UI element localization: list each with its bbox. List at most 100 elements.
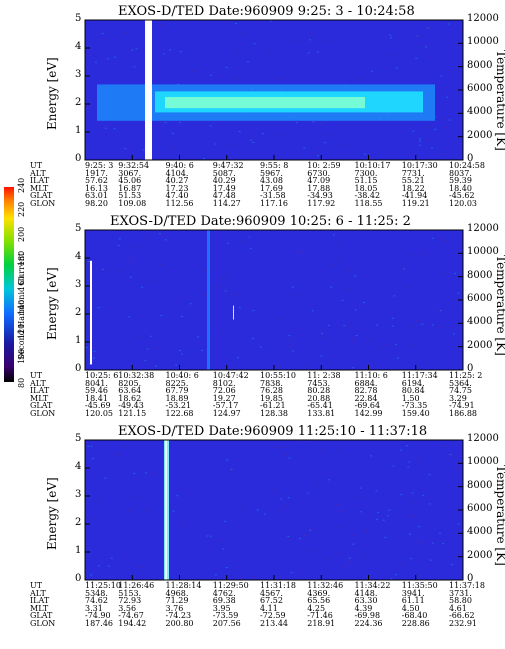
orbit-column: 10:10:17 7300. 51.15 18.05 -38.42 118.55 — [355, 162, 391, 208]
noise-speck — [362, 302, 365, 304]
orbit-column: 10:24:58 8037. 59.39 18.40 -45.62 120.03 — [449, 162, 485, 208]
noise-speck — [290, 74, 293, 76]
orbit-row-label: UT — [30, 581, 43, 590]
noise-speck — [216, 285, 219, 287]
noise-speck — [350, 543, 353, 545]
orbit-value: -57.17 — [212, 401, 239, 411]
orbit-value: 10:10:17 — [354, 161, 391, 170]
noise-speck — [209, 535, 212, 537]
noise-speck — [453, 70, 456, 72]
noise-speck — [461, 235, 464, 237]
noise-speck — [402, 245, 405, 247]
orbit-column: 10:55:10 7838. 76.28 19.85 -61.21 128.38 — [260, 372, 296, 418]
orbit-row-label: MLT — [30, 183, 49, 193]
noise-speck — [218, 540, 221, 542]
noise-speck — [341, 299, 344, 301]
noise-speck — [396, 357, 399, 359]
noise-speck — [124, 148, 127, 150]
noise-speck — [386, 515, 389, 517]
orbit-value: 117.92 — [307, 198, 336, 208]
noise-speck — [308, 551, 311, 553]
yellow-trace — [233, 305, 234, 320]
orbit-value: 10:25: 6 — [85, 371, 119, 380]
noise-speck — [346, 315, 349, 317]
noise-speck — [116, 453, 119, 455]
orbit-value: 119.21 — [401, 198, 430, 208]
y2-tick-label: 8000 — [467, 59, 493, 71]
noise-speck — [161, 121, 164, 123]
noise-speck — [250, 139, 253, 141]
orbit-value: 9:47:32 — [212, 161, 244, 170]
noise-speck — [316, 155, 319, 157]
noise-speck — [352, 340, 355, 342]
noise-speck — [87, 260, 90, 262]
noise-speck — [142, 149, 145, 151]
noise-speck — [428, 27, 431, 29]
orbit-value: 4968. — [165, 588, 189, 598]
orbit-value: 7838. — [260, 378, 283, 388]
noise-speck — [298, 440, 301, 442]
noise-speck — [418, 140, 421, 142]
noise-speck — [407, 466, 410, 468]
noise-speck — [204, 270, 207, 272]
noise-speck — [266, 51, 269, 53]
noise-speck — [179, 350, 182, 352]
orbit-value: 9:40: 6 — [165, 161, 194, 170]
orbit-value: 18.41 — [85, 393, 108, 403]
orbit-column: 10:47:42 8102. 72.06 19.27 -57.17 124.97 — [213, 372, 249, 418]
noise-speck — [101, 337, 104, 339]
noise-speck — [104, 270, 107, 272]
noise-speck — [181, 315, 184, 317]
y2-tick-label: 6000 — [467, 83, 493, 94]
noise-speck — [176, 83, 179, 85]
orbit-value: 207.56 — [212, 618, 241, 628]
orbit-column: 11:29:50 4762. 69.38 3.95 -73.59 207.56 — [213, 582, 249, 628]
noise-speck — [419, 138, 422, 140]
noise-speck — [402, 489, 405, 491]
orbit-row-label: ALT — [30, 168, 46, 178]
noise-speck — [427, 27, 430, 29]
noise-speck — [348, 557, 351, 559]
orbit-value: -74.23 — [165, 611, 192, 621]
noise-speck — [237, 294, 240, 296]
noise-speck — [237, 357, 240, 359]
data-gap — [145, 20, 152, 160]
noise-speck — [261, 133, 264, 135]
orbit-value: 69.38 — [212, 596, 236, 606]
noise-speck — [408, 461, 411, 463]
noise-speck — [185, 521, 188, 523]
noise-speck — [269, 20, 272, 22]
noise-speck — [445, 127, 448, 129]
orbit-value: 200.80 — [165, 618, 194, 628]
noise-speck — [343, 325, 346, 327]
vertical-streak — [207, 230, 210, 370]
y2-tick-label: 8000 — [467, 269, 493, 281]
noise-speck — [251, 337, 254, 339]
noise-speck — [316, 51, 319, 53]
orbit-value: 18.05 — [354, 183, 378, 193]
noise-speck — [431, 237, 434, 239]
orbit-value: 4.25 — [307, 603, 326, 613]
orbit-value: 51.15 — [354, 176, 378, 186]
noise-speck — [201, 349, 204, 351]
noise-speck — [365, 529, 368, 531]
noise-speck — [363, 153, 366, 155]
noise-speck — [94, 61, 97, 63]
noise-speck — [238, 130, 241, 132]
noise-speck — [388, 509, 391, 511]
orbit-row-label: MLT — [30, 393, 49, 403]
orbit-value: -69.98 — [354, 611, 381, 621]
noise-speck — [252, 310, 255, 312]
orbit-value: -74.91 — [449, 401, 475, 411]
noise-speck — [321, 335, 324, 337]
noise-speck — [395, 574, 398, 576]
noise-speck — [424, 44, 427, 46]
y2-tick-label: 12000 — [467, 13, 499, 24]
orbit-value: -73.35 — [401, 401, 428, 411]
orbit-value: 10:47:42 — [212, 371, 249, 380]
y-tick-label: 3 — [75, 69, 82, 80]
y2-tick-label: 4000 — [467, 526, 493, 538]
panel-2-field — [85, 230, 463, 370]
noise-speck — [225, 66, 228, 68]
